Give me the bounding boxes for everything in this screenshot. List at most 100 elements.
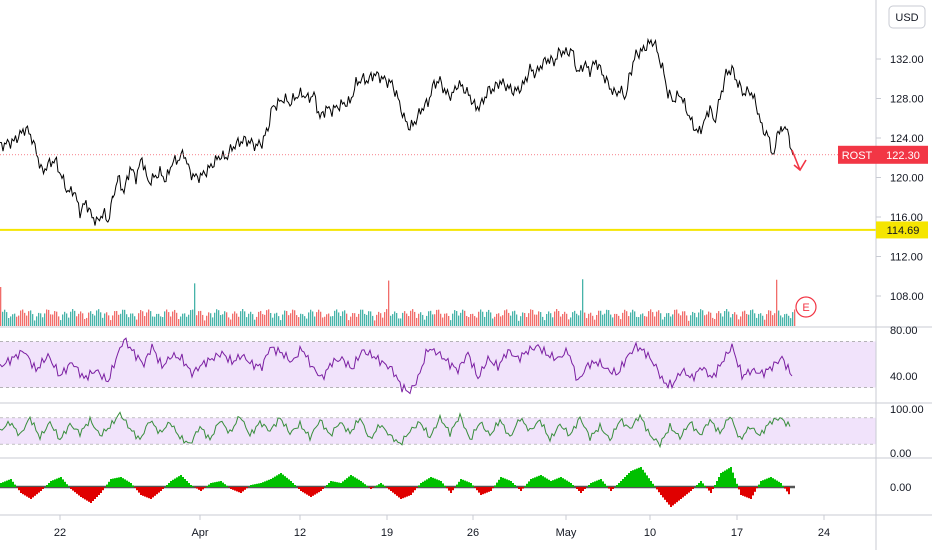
volume-bar [276,312,278,326]
oscillator-bar [712,487,714,489]
oscillator-bar [502,477,504,487]
volume-bar [224,311,226,326]
volume-bar [346,313,348,326]
earnings-marker[interactable]: E [795,296,817,318]
oscillator-bar [222,482,224,487]
price-axis[interactable]: 108.00 112.00 116.00 120.00 124.00 128.00 132.… [875,0,924,550]
volume-bar [750,310,752,326]
volume-bar [142,311,144,326]
time-tick-label: 17 [731,527,743,539]
volume-bar [412,309,414,326]
oscillator-bar [438,480,440,487]
oscillator-bar [460,479,462,487]
volume-bar [628,316,630,326]
oscillator-bar [640,467,642,487]
oscillator-bar [70,487,72,489]
oscillator-bar [250,485,252,487]
volume-bar [432,314,434,326]
volume-bar [356,316,358,326]
oscillator-bar [22,487,24,495]
oscillator-bar [356,478,358,487]
volume-bar [438,309,440,326]
oscillator-bar [108,481,110,487]
oscillator-bar [82,487,84,499]
oscillator-bar [154,487,156,496]
oscillator-bar [388,487,390,490]
oscillator-bar [672,487,674,506]
volume-bar [642,313,644,326]
oscillator-bar [556,478,558,487]
volume-bar [212,317,214,326]
currency-button[interactable]: USD [888,5,926,29]
volume-bar [234,311,236,326]
volume-bar [254,319,256,326]
volume-bar [718,311,720,326]
volume-bar [126,314,128,326]
volume-bar [312,311,314,326]
oscillator-bar [130,483,132,487]
volume-bar [436,309,438,326]
oscillator-bar [182,477,184,487]
volume-bar [70,311,72,326]
volume-bar [94,315,96,326]
volume-bar [698,312,700,326]
volume-bar [322,317,324,326]
oscillator-bar [452,487,454,491]
oscillator-bar [646,475,648,487]
volume-bar [380,313,382,326]
volume-bar [676,309,678,326]
volume-bar [416,317,418,326]
volume-bar [644,316,646,326]
oscillator-bar [14,484,16,487]
volume-bar [430,310,432,326]
oscillator-bar [312,487,314,496]
volume-bar [706,314,708,326]
volume-bar [376,314,378,326]
oscillator-bar [392,487,394,493]
volume-bar [722,316,724,326]
oscillator-bar [178,476,180,487]
volume-bar [272,317,274,326]
oscillator-bar [752,487,754,496]
oscillator-bar [384,486,386,487]
oscillator-bar [742,487,744,496]
oscillator-bar [436,479,438,487]
oscillator-bar [140,487,142,495]
volume-bar [262,314,264,326]
oscillator-bar [158,487,160,493]
oscillator-bar [506,479,508,487]
volume-bar [200,310,202,326]
oscillator-bar [8,479,10,487]
volume-bar [744,310,746,326]
volume-bar [56,311,58,326]
volume-bar [166,309,168,326]
oscillator-bar [650,481,652,487]
time-axis[interactable]: 22 Apr 12 19 26 May 10 17 24 [54,515,830,539]
volume-bar [532,309,534,326]
time-tick-label: May [556,527,577,539]
price-tick-label: 112.00 [890,252,923,264]
oscillator-bar [288,479,290,487]
oscillator-bar [604,483,606,487]
oscillator-bar [582,487,584,491]
volume-bar [752,309,754,326]
volume-bar [566,313,568,326]
oscillator-bar [714,485,716,487]
volume-bar [394,311,396,326]
volume-bar [36,316,38,326]
volume-bar [764,319,766,326]
oscillator-bar [638,467,640,487]
volume-bar [454,310,456,326]
oscillator-bar [174,478,176,487]
oscillator-bar [496,482,498,487]
volume-bar [450,320,452,326]
oscillator-bar [232,487,234,490]
oscillator-bar [584,487,586,489]
oscillator-bar [274,476,276,487]
oscillator-bar [610,487,612,491]
volume-bar [624,309,626,326]
volume-bar [244,311,246,326]
oscillator-bar [124,479,126,487]
volume-bar [782,317,784,326]
